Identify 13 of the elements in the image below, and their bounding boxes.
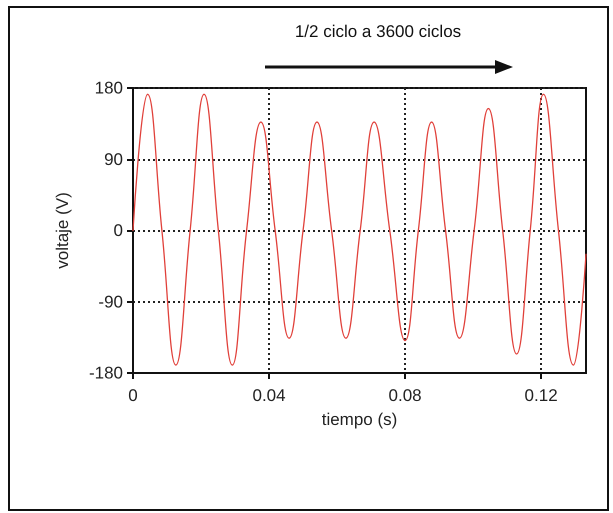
y-axis-title: voltaje (V) (53, 192, 72, 269)
y-tick-label: 90 (104, 150, 123, 169)
x-axis-title: tiempo (s) (322, 410, 398, 429)
line-series (132, 94, 587, 366)
y-tick-label: -90 (98, 292, 123, 312)
x-tick-label: 0.12 (524, 386, 558, 405)
x-tick-label: 0.08 (388, 386, 422, 405)
y-tick-label: 180 (94, 78, 123, 98)
x-tick-label: 0 (128, 386, 138, 405)
y-tick-label: -180 (88, 364, 123, 382)
y-tick-label: 0 (114, 221, 123, 240)
text: 1/2 ciclo a 3600 ciclos (294, 22, 462, 41)
x-tick-label: 0.04 (252, 386, 286, 405)
